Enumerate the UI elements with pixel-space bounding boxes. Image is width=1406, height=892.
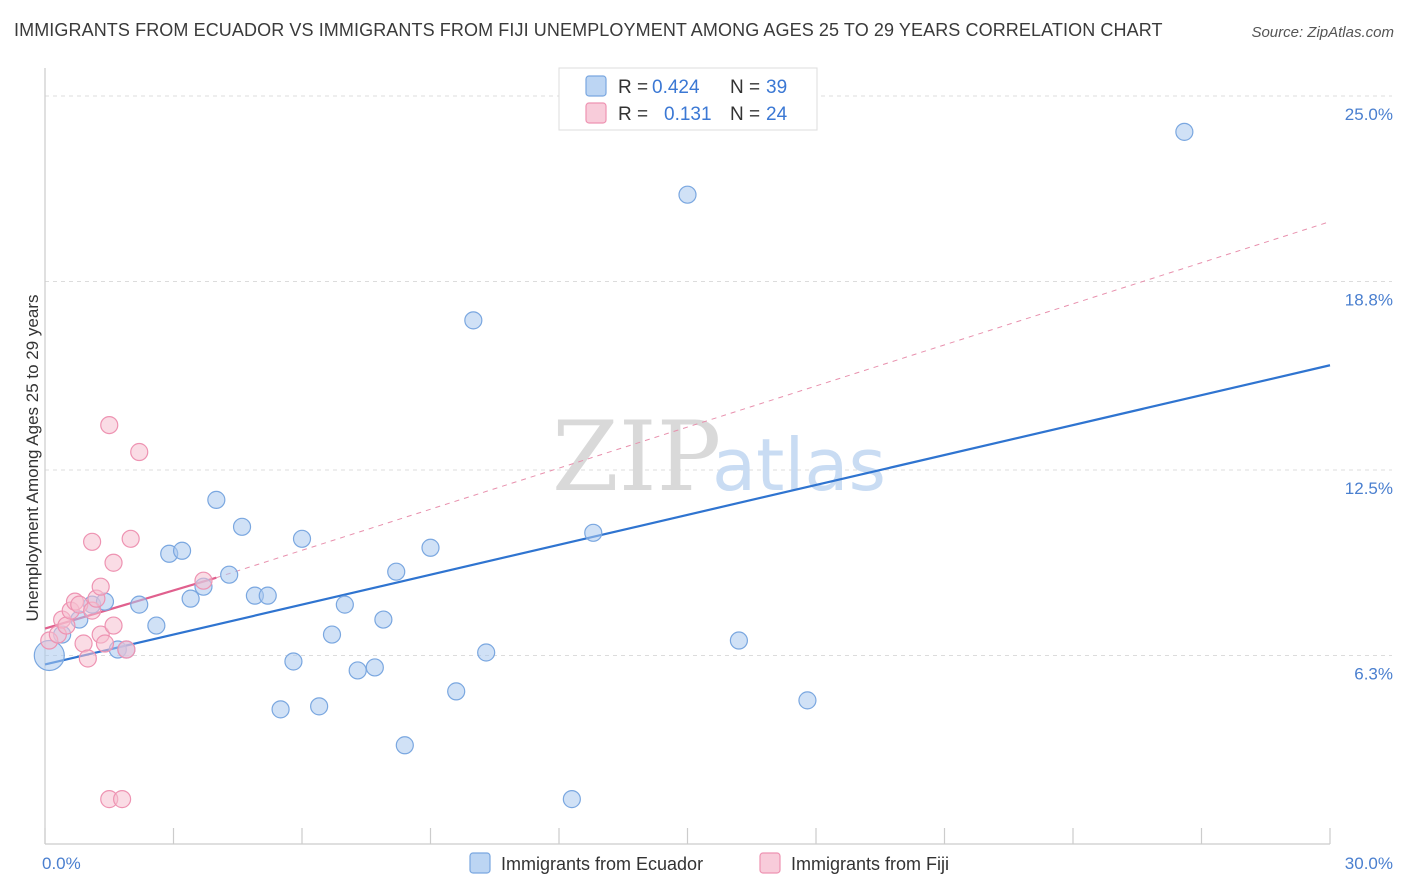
point-series0-8 bbox=[147, 616, 166, 635]
point-series1-7 bbox=[74, 634, 93, 653]
y-axis-label: Unemployment Among Ages 25 to 29 years bbox=[23, 295, 42, 622]
y-tick-label-0: 6.3% bbox=[1354, 664, 1393, 683]
point-series0-14 bbox=[220, 565, 239, 584]
point-series0-31 bbox=[464, 311, 483, 330]
chart-title: IMMIGRANTS FROM ECUADOR VS IMMIGRANTS FR… bbox=[14, 20, 1163, 40]
source-label: Source: ZipAtlas.com bbox=[1251, 24, 1394, 41]
legend-swatch-fiji bbox=[585, 102, 607, 124]
y-tick-label-2: 18.8% bbox=[1345, 290, 1393, 309]
legend-r-value-fiji: 0.131 bbox=[664, 104, 712, 125]
point-series0-30 bbox=[447, 682, 466, 701]
point-series0-26 bbox=[374, 610, 393, 629]
legend-n-value-ecuador: 39 bbox=[766, 77, 787, 98]
point-series1-8 bbox=[78, 649, 97, 668]
point-series0-15 bbox=[232, 517, 252, 536]
legend-n-label-ecuador: N = bbox=[730, 77, 760, 98]
bottom-legend-swatch-ecuador bbox=[469, 852, 491, 874]
trend-line-0 bbox=[44, 364, 1331, 666]
point-series0-34 bbox=[584, 523, 603, 542]
watermark: ZIP atlas bbox=[552, 401, 886, 513]
point-series1-14 bbox=[95, 634, 115, 653]
point-series0-20 bbox=[292, 529, 312, 548]
grid-lines bbox=[45, 95, 1392, 656]
bottom-legend-label-ecuador: Immigrants from Ecuador bbox=[501, 854, 703, 874]
point-series0-24 bbox=[348, 661, 367, 680]
point-series0-33 bbox=[562, 790, 581, 809]
point-series0-7 bbox=[130, 595, 149, 614]
data-points bbox=[33, 122, 1194, 809]
point-series0-23 bbox=[335, 595, 354, 614]
point-series1-17 bbox=[104, 616, 123, 635]
point-series1-21 bbox=[121, 529, 140, 548]
point-series1-22 bbox=[130, 442, 149, 462]
point-series0-29 bbox=[421, 538, 440, 557]
point-series0-10 bbox=[172, 541, 192, 560]
point-series1-13 bbox=[91, 577, 110, 596]
point-series0-22 bbox=[322, 625, 342, 644]
point-series1-23 bbox=[194, 571, 213, 590]
point-series0-25 bbox=[365, 658, 384, 677]
point-series0-21 bbox=[310, 697, 329, 716]
legend-r-value-ecuador: 0.424 bbox=[652, 77, 700, 98]
y-tick-label-1: 12.5% bbox=[1345, 479, 1393, 498]
x-tick-label-0: 0.0% bbox=[42, 854, 81, 873]
bottom-legend-swatch-fiji bbox=[759, 852, 781, 874]
point-series0-19 bbox=[284, 652, 303, 671]
point-series0-18 bbox=[271, 700, 290, 719]
point-series1-3 bbox=[57, 616, 76, 635]
point-series0-38 bbox=[1175, 122, 1194, 141]
point-series0-32 bbox=[477, 643, 496, 662]
point-series0-17 bbox=[258, 586, 277, 605]
trend-extension-1 bbox=[216, 221, 1331, 579]
legend-box: R = 0.424 N = 39 R = 0.131 N = 24 bbox=[558, 67, 818, 131]
legend-swatch-ecuador bbox=[585, 75, 607, 97]
point-series0-27 bbox=[387, 562, 406, 581]
x-tick-labels: 0.0% 30.0% bbox=[42, 854, 1393, 873]
bottom-legend-label-fiji: Immigrants from Fiji bbox=[791, 854, 949, 874]
axes bbox=[44, 68, 1331, 845]
point-series1-19 bbox=[112, 790, 132, 809]
point-series1-16 bbox=[100, 415, 119, 435]
point-series0-36 bbox=[729, 631, 749, 650]
legend-n-label-fiji: N = bbox=[730, 104, 760, 125]
watermark-atlas: atlas bbox=[712, 423, 886, 507]
legend-r-label-fiji: R = bbox=[618, 104, 648, 125]
point-series1-10 bbox=[83, 532, 102, 551]
point-series0-28 bbox=[395, 736, 414, 755]
y-tick-label-3: 25.0% bbox=[1345, 105, 1393, 124]
x-tick-label-1: 30.0% bbox=[1345, 854, 1393, 873]
point-series0-13 bbox=[207, 490, 226, 509]
point-series0-11 bbox=[181, 589, 200, 608]
point-series0-37 bbox=[798, 691, 817, 710]
legend-r-label-ecuador: R = bbox=[618, 77, 648, 98]
point-series1-18 bbox=[104, 553, 123, 572]
point-series0-35 bbox=[678, 185, 697, 204]
watermark-zip: ZIP bbox=[552, 401, 721, 513]
y-tick-labels: 6.3% 12.5% 18.8% 25.0% bbox=[1345, 105, 1393, 684]
bottom-legend: Immigrants from Ecuador Immigrants from … bbox=[469, 852, 949, 874]
legend-n-value-fiji: 24 bbox=[766, 104, 788, 125]
point-series1-20 bbox=[117, 640, 136, 659]
